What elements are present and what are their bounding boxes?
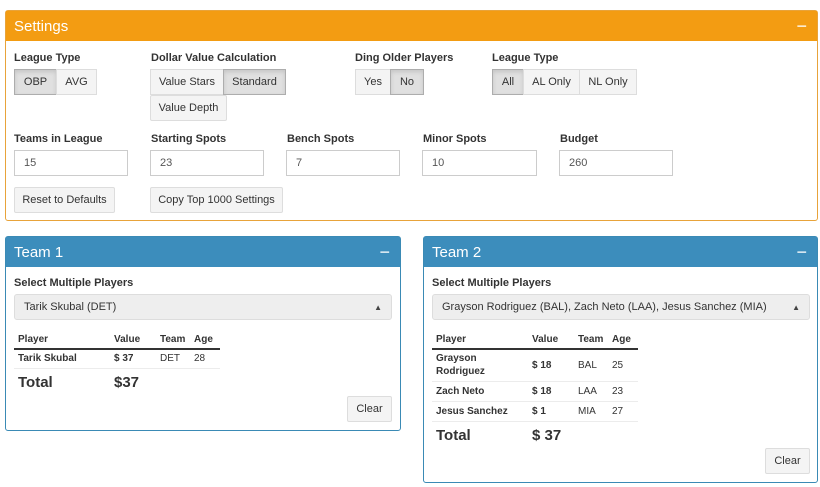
ding-older-label: Ding Older Players	[355, 52, 454, 64]
dollar-value-label: Dollar Value Calculation	[151, 52, 277, 64]
league-type-avg-button[interactable]: AVG	[56, 69, 97, 95]
team-2-selected-players: Grayson Rodriguez (BAL), Zach Neto (LAA)…	[442, 301, 767, 313]
player-value: $ 37	[110, 349, 156, 369]
player-name: Zach Neto	[432, 381, 528, 402]
total-value: $37	[114, 373, 140, 391]
copy-top-1000-button[interactable]: Copy Top 1000 Settings	[150, 187, 283, 213]
teams-in-league-label: Teams in League	[14, 133, 103, 145]
league-type-label: League Type	[14, 52, 81, 64]
league-nl-only-button[interactable]: NL Only	[579, 69, 637, 95]
total-label: Total	[436, 426, 471, 444]
team-2-header: Team 2 −	[424, 237, 817, 267]
team-2-clear-button[interactable]: Clear	[765, 448, 810, 474]
ding-older-no-button[interactable]: No	[390, 69, 424, 95]
player-age: 23	[608, 381, 638, 402]
settings-panel: Settings − League Type OBP AVG Dollar Va…	[5, 10, 818, 221]
total-value: $ 37	[532, 426, 562, 444]
player-name: Grayson Rodriguez	[432, 349, 528, 382]
total-label: Total	[18, 373, 53, 391]
settings-collapse-button[interactable]: −	[796, 16, 807, 36]
player-value: $ 18	[528, 349, 574, 382]
caret-up-icon: ▲	[374, 302, 382, 312]
table-header-row: Player Value Team Age	[432, 331, 638, 350]
column-header-value: Value	[528, 331, 574, 350]
team-2-panel: Team 2 − Select Multiple Players Grayson…	[423, 236, 818, 483]
team-1-roster-table: Player Value Team Age Tarik Skubal $ 37 …	[14, 331, 220, 396]
minor-spots-label: Minor Spots	[423, 133, 487, 145]
value-depth-button[interactable]: Value Depth	[150, 95, 227, 121]
team-1-select-label: Select Multiple Players	[14, 277, 134, 289]
column-header-team: Team	[156, 331, 190, 350]
caret-up-icon: ▲	[792, 302, 800, 312]
table-row: Grayson Rodriguez $ 18 BAL 25	[432, 349, 638, 382]
ding-older-yes-button[interactable]: Yes	[355, 69, 391, 95]
team-1-title: Team 1	[14, 243, 64, 261]
column-header-player: Player	[432, 331, 528, 350]
team-2-roster-table: Player Value Team Age Grayson Rodriguez …	[432, 331, 638, 449]
budget-input[interactable]: 260	[559, 150, 673, 176]
column-header-player: Player	[14, 331, 110, 350]
player-team: MIA	[574, 401, 608, 422]
column-header-value: Value	[110, 331, 156, 350]
starting-spots-input[interactable]: 23	[150, 150, 264, 176]
league-al-only-button[interactable]: AL Only	[523, 69, 580, 95]
player-age: 25	[608, 349, 638, 382]
team-2-title: Team 2	[432, 243, 482, 261]
team-1-header: Team 1 −	[6, 237, 400, 267]
player-value: $ 18	[528, 381, 574, 402]
league-type-toggle: OBP AVG	[14, 69, 97, 95]
team-1-clear-button[interactable]: Clear	[347, 396, 392, 422]
league-scope-label: League Type	[492, 52, 559, 64]
column-header-age: Age	[608, 331, 638, 350]
reset-defaults-button[interactable]: Reset to Defaults	[14, 187, 115, 213]
column-header-team: Team	[574, 331, 608, 350]
player-team: BAL	[574, 349, 608, 382]
team-1-selected-players: Tarik Skubal (DET)	[24, 301, 117, 313]
league-all-button[interactable]: All	[492, 69, 524, 95]
player-name: Jesus Sanchez	[432, 401, 528, 422]
team-1-collapse-button[interactable]: −	[379, 242, 390, 262]
settings-header: Settings −	[6, 11, 817, 41]
total-row: Total $37	[14, 368, 220, 396]
player-age: 28	[190, 349, 220, 369]
minor-spots-input[interactable]: 10	[422, 150, 537, 176]
bench-spots-input[interactable]: 7	[286, 150, 400, 176]
team-1-player-select[interactable]: Tarik Skubal (DET) ▲	[14, 294, 392, 320]
table-row: Tarik Skubal $ 37 DET 28	[14, 349, 220, 369]
starting-spots-label: Starting Spots	[151, 133, 227, 145]
player-value: $ 1	[528, 401, 574, 422]
player-team: DET	[156, 349, 190, 369]
player-team: LAA	[574, 381, 608, 402]
league-type-obp-button[interactable]: OBP	[14, 69, 57, 95]
table-header-row: Player Value Team Age	[14, 331, 220, 350]
league-scope-toggle: All AL Only NL Only	[492, 69, 637, 95]
player-name: Tarik Skubal	[14, 349, 110, 369]
ding-older-toggle: Yes No	[355, 69, 424, 95]
bench-spots-label: Bench Spots	[287, 133, 355, 145]
settings-title: Settings	[14, 17, 69, 35]
team-2-collapse-button[interactable]: −	[796, 242, 807, 262]
table-row: Zach Neto $ 18 LAA 23	[432, 381, 638, 402]
dollar-value-toggle: Value Stars Standard	[150, 69, 286, 95]
budget-label: Budget	[560, 133, 598, 145]
team-1-panel: Team 1 − Select Multiple Players Tarik S…	[5, 236, 401, 431]
value-stars-button[interactable]: Value Stars	[150, 69, 224, 95]
teams-in-league-input[interactable]: 15	[14, 150, 128, 176]
player-age: 27	[608, 401, 638, 422]
standard-button[interactable]: Standard	[223, 69, 286, 95]
table-row: Jesus Sanchez $ 1 MIA 27	[432, 401, 638, 422]
total-row: Total $ 37	[432, 421, 638, 449]
team-2-select-label: Select Multiple Players	[432, 277, 552, 289]
column-header-age: Age	[190, 331, 220, 350]
team-2-player-select[interactable]: Grayson Rodriguez (BAL), Zach Neto (LAA)…	[432, 294, 810, 320]
